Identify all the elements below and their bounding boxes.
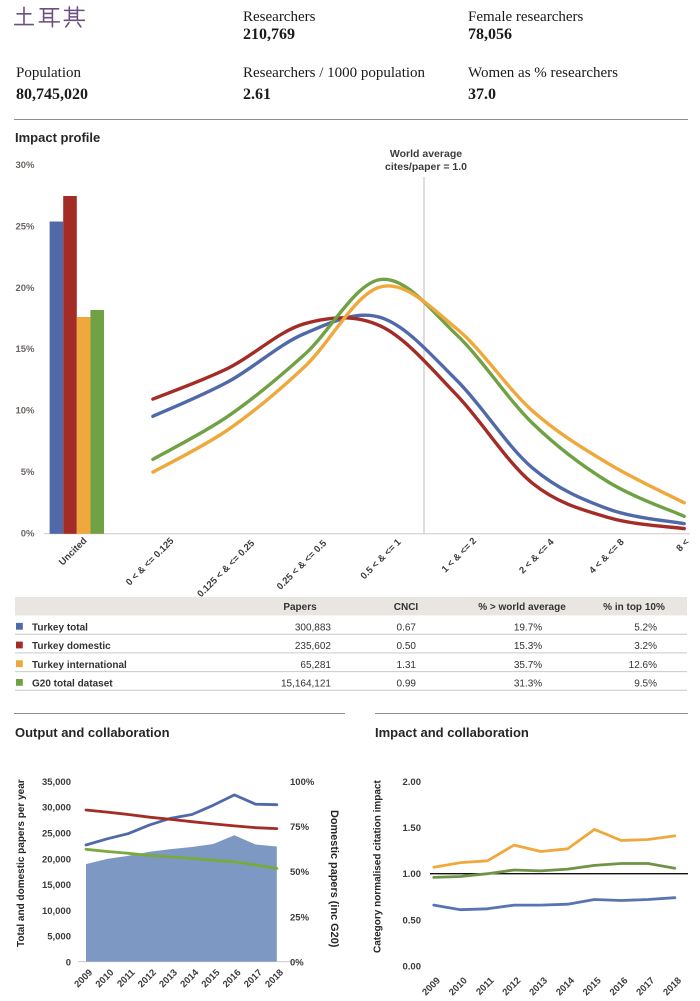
svg-text:2014: 2014 [178,967,201,990]
svg-text:Turkey domestic: Turkey domestic [32,641,111,652]
svg-text:2.00: 2.00 [403,777,422,788]
svg-text:10%: 10% [15,406,35,417]
svg-text:2016: 2016 [608,975,631,998]
svg-text:10,000: 10,000 [42,906,71,917]
svg-text:5%: 5% [21,467,35,478]
svg-text:2009: 2009 [72,967,95,990]
svg-text:Category normalised citation i: Category normalised citation impact [373,780,384,953]
svg-text:5,000: 5,000 [47,932,71,943]
svg-text:Total and domestic papers per: Total and domestic papers per year [16,779,27,947]
svg-text:2017: 2017 [242,967,265,990]
svg-text:25%: 25% [15,222,35,233]
svg-text:100%: 100% [290,777,315,788]
svg-text:2011: 2011 [474,975,497,998]
svg-text:Papers: Papers [283,602,317,613]
svg-text:65,281: 65,281 [300,660,331,671]
svg-text:2012: 2012 [500,975,523,998]
svg-text:15,000: 15,000 [42,880,71,891]
svg-text:cites/paper = 1.0: cites/paper = 1.0 [385,161,467,173]
svg-text:2015: 2015 [200,967,223,990]
svg-text:1.50: 1.50 [403,823,422,834]
svg-text:20%: 20% [15,283,35,294]
svg-text:% in top 10%: % in top 10% [603,602,665,613]
svg-text:1.31: 1.31 [397,660,417,671]
svg-text:15,164,121: 15,164,121 [281,679,331,690]
svg-text:5.2%: 5.2% [634,622,657,633]
svg-text:35,000: 35,000 [42,777,71,788]
svg-text:3.2%: 3.2% [634,641,657,652]
svg-text:50%: 50% [290,867,310,878]
svg-text:Domestic papers (inc G20): Domestic papers (inc G20) [328,810,340,948]
svg-text:2012: 2012 [136,967,159,990]
svg-text:G20 total dataset: G20 total dataset [32,679,113,690]
svg-text:CNCI: CNCI [394,602,419,613]
svg-text:2016: 2016 [221,967,244,990]
svg-text:2014: 2014 [554,975,577,998]
svg-text:15%: 15% [15,344,35,355]
svg-text:2011: 2011 [115,967,138,990]
svg-text:2018: 2018 [263,967,286,990]
svg-text:2018: 2018 [661,975,684,998]
svg-text:35.7%: 35.7% [514,660,542,671]
svg-text:25,000: 25,000 [42,829,71,840]
svg-text:0.50: 0.50 [397,641,417,652]
svg-text:World average: World average [390,148,462,160]
svg-text:2010: 2010 [94,967,117,990]
svg-text:1.00: 1.00 [403,869,422,880]
svg-text:2013: 2013 [157,967,180,990]
svg-text:2009: 2009 [420,975,443,998]
svg-text:2013: 2013 [527,975,550,998]
svg-text:0.00: 0.00 [403,962,422,973]
svg-text:19.7%: 19.7% [514,622,542,633]
svg-text:20,000: 20,000 [42,854,71,865]
svg-text:0%: 0% [290,958,304,969]
svg-text:9.5%: 9.5% [634,679,657,690]
svg-text:30%: 30% [15,160,35,171]
svg-text:300,883: 300,883 [295,622,332,633]
svg-text:0%: 0% [21,528,35,539]
svg-text:12.6%: 12.6% [629,660,657,671]
svg-text:31.3%: 31.3% [514,679,542,690]
svg-text:Turkey international: Turkey international [32,660,127,671]
svg-text:0.50: 0.50 [403,915,422,926]
svg-text:2017: 2017 [634,975,657,998]
svg-text:25%: 25% [290,912,310,923]
svg-text:0.99: 0.99 [397,679,417,690]
svg-text:Turkey total: Turkey total [32,622,88,633]
svg-text:0.67: 0.67 [397,622,417,633]
svg-text:15.3%: 15.3% [514,641,542,652]
svg-text:% > world average: % > world average [478,602,566,613]
svg-text:0: 0 [66,958,71,969]
svg-text:75%: 75% [290,822,310,833]
svg-text:235,602: 235,602 [295,641,332,652]
svg-text:30,000: 30,000 [42,803,71,814]
svg-text:2010: 2010 [447,975,470,998]
svg-text:2015: 2015 [581,975,604,998]
